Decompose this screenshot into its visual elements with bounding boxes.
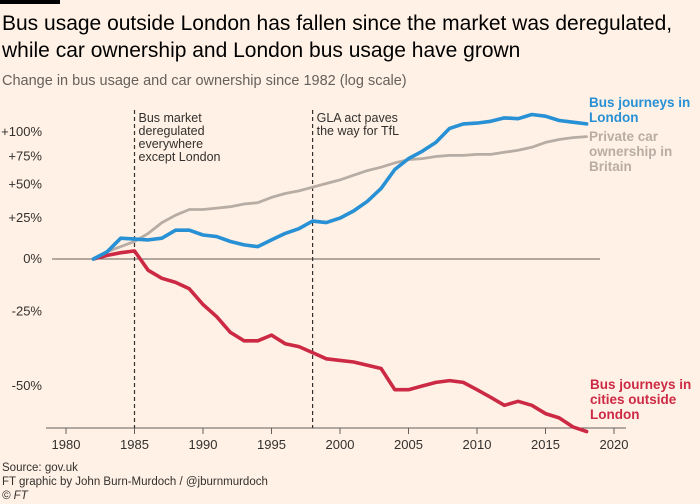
annotation-text: everywhere [139,137,204,151]
annotation-text: deregulated [139,124,205,138]
x-tick-label: 2000 [326,437,355,452]
x-tick-label: 2015 [531,437,560,452]
series-label: London [590,407,639,422]
source-note: Source: gov.uk [2,462,78,474]
ft-top-bar [0,0,60,4]
series-label: Bus journeys in [589,95,690,110]
series-line [92,135,588,261]
credit-note: FT graphic by John Burn-Murdoch / @jburn… [2,476,268,488]
y-tick-label: 0% [23,251,42,266]
y-tick-label: +25% [8,210,42,225]
y-tick-label: -25% [12,304,43,319]
x-tick-label: 1980 [52,437,81,452]
series-label: Private car [589,129,659,144]
annotation-text: GLA act paves [317,111,398,125]
x-tick-label: 1985 [120,437,149,452]
annotation-text: Bus market [139,111,203,125]
series-label: ownership in [589,144,672,159]
annotation-text: the way for TfL [317,124,399,138]
y-tick-label: -50% [12,378,43,393]
chart-title: Bus usage outside London has fallen sinc… [2,12,673,62]
copyright-note: © FT [2,490,28,502]
y-tick-label: +100% [1,124,42,139]
y-tick-label: +75% [8,148,42,163]
series-label: Britain [589,159,632,174]
series-line [91,112,589,261]
series-label: London [589,110,638,125]
x-tick-label: 1995 [257,437,286,452]
series-label: cities outside [590,392,677,407]
chart-subtitle: Change in bus usage and car ownership si… [2,73,407,89]
x-tick-label: 1990 [189,437,218,452]
y-tick-label: +50% [8,177,42,192]
x-tick-label: 2020 [600,437,629,452]
annotation-text: except London [139,150,221,164]
series-label: Bus journeys in [590,377,691,392]
x-tick-label: 2005 [394,437,423,452]
series-line [91,249,589,434]
x-tick-label: 2010 [463,437,492,452]
